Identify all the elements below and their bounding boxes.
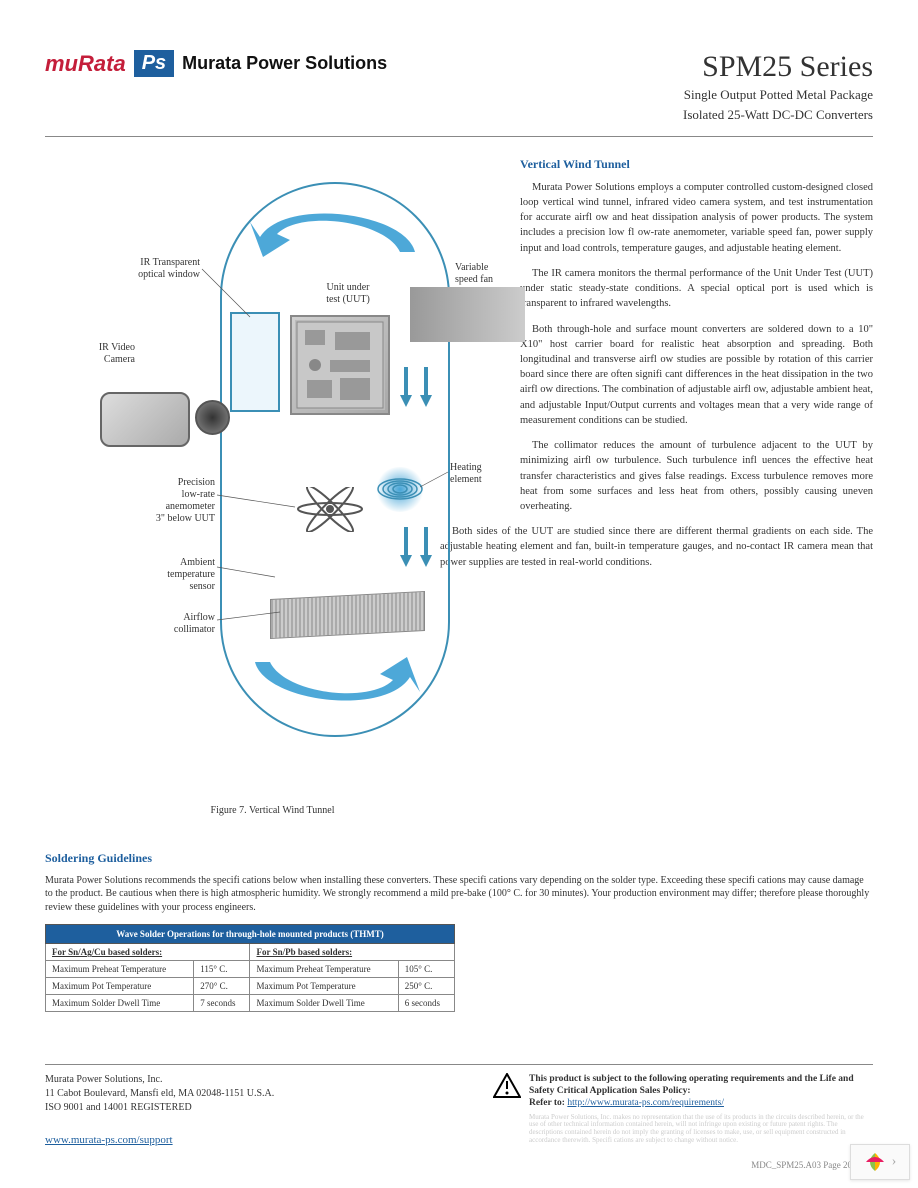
logo-ps: Ps <box>134 50 174 77</box>
optical-window <box>230 312 280 412</box>
corner-widget[interactable]: › <box>850 1144 910 1180</box>
anemometer <box>290 487 370 532</box>
arrow-down-icon <box>420 367 432 407</box>
page-footer: Murata Power Solutions, Inc. 11 Cabot Bo… <box>45 1064 873 1148</box>
label-ambient: Ambienttemperaturesensor <box>130 557 215 593</box>
label-uut: Unit undertest (UUT) <box>308 282 388 306</box>
ir-camera <box>100 382 215 457</box>
table-row: Maximum Preheat Temperature 115° C. Maxi… <box>46 961 455 978</box>
solder-table: Wave Solder Operations for through-hole … <box>45 924 455 1012</box>
main-content: IR Transparentoptical window IR VideoCam… <box>45 157 873 816</box>
footer-support-link[interactable]: www.murata-ps.com/support <box>45 1133 173 1148</box>
paragraph: The collimator reduces the amount of tur… <box>520 438 873 514</box>
footer-fine-print: Murata Power Solutions, Inc. makes no re… <box>529 1114 873 1145</box>
figure-caption: Figure 7. Vertical Wind Tunnel <box>45 805 500 816</box>
airflow-arrow-bottom <box>245 652 425 722</box>
logo-text: Murata Power Solutions <box>182 53 387 74</box>
header-rule <box>45 136 873 137</box>
footer-iso: ISO 9001 and 14001 REGISTERED <box>45 1101 274 1115</box>
soldering-heading: Soldering Guidelines <box>45 851 873 866</box>
label-collimator: Airflowcollimator <box>145 612 215 636</box>
logo-murata: muRata <box>45 51 126 77</box>
table-header: Wave Solder Operations for through-hole … <box>46 925 455 944</box>
text-column: Vertical Wind Tunnel Murata Power Soluti… <box>520 157 873 816</box>
series-subtitle-1: Single Output Potted Metal Package <box>683 87 873 104</box>
logo-block: muRata Ps Murata Power Solutions <box>45 50 387 77</box>
warning-icon <box>493 1073 521 1101</box>
footer-address: 11 Cabot Boulevard, Mansfi eld, MA 02048… <box>45 1087 274 1101</box>
title-block: SPM25 Series Single Output Potted Metal … <box>683 50 873 124</box>
paragraph: Murata Power Solutions employs a compute… <box>520 180 873 256</box>
heating-element <box>375 467 425 512</box>
label-heating: Heatingelement <box>450 462 510 486</box>
table-row: Maximum Pot Temperature 270° C. Maximum … <box>46 978 455 995</box>
footer-warning-text: This product is subject to the following… <box>529 1073 873 1145</box>
leaf-icon <box>864 1151 886 1173</box>
collimator <box>270 591 425 639</box>
table-subheader: For Sn/Ag/Cu based solders: <box>46 944 250 961</box>
label-ir-camera: IR VideoCamera <box>80 342 135 366</box>
footer-rule <box>45 1064 873 1065</box>
footer-left: Murata Power Solutions, Inc. 11 Cabot Bo… <box>45 1073 274 1148</box>
chevron-right-icon: › <box>892 1154 897 1170</box>
arrow-down-icon <box>400 367 412 407</box>
uut-pcb <box>295 320 385 410</box>
footer-company: Murata Power Solutions, Inc. <box>45 1073 274 1087</box>
label-fan: Variablespeed fan <box>455 262 515 286</box>
series-subtitle-2: Isolated 25-Watt DC-DC Converters <box>683 107 873 124</box>
paragraph: The IR camera monitors the thermal perfo… <box>520 266 873 312</box>
soldering-section: Soldering Guidelines Murata Power Soluti… <box>45 851 873 1013</box>
section-heading: Vertical Wind Tunnel <box>520 157 873 172</box>
paragraph: Both sides of the UUT are studied since … <box>440 524 873 570</box>
arrow-down-icon <box>400 527 412 567</box>
wind-tunnel-diagram: IR Transparentoptical window IR VideoCam… <box>45 157 500 797</box>
arrow-down-icon <box>420 527 432 567</box>
series-title: SPM25 Series <box>683 50 873 84</box>
footer-requirements-link[interactable]: http://www.murata-ps.com/requirements/ <box>567 1098 724 1108</box>
soldering-paragraph: Murata Power Solutions recommends the sp… <box>45 874 873 915</box>
label-ir-window: IR Transparentoptical window <box>100 257 200 281</box>
footer-right: This product is subject to the following… <box>493 1073 873 1145</box>
fan-box <box>410 287 525 342</box>
paragraph: Both through-hole and surface mount conv… <box>520 322 873 429</box>
label-anemometer: Precisionlow-rateanemometer3" below UUT <box>130 477 215 525</box>
diagram-column: IR Transparentoptical window IR VideoCam… <box>45 157 500 816</box>
airflow-arrow-top <box>245 192 425 262</box>
table-row: Maximum Solder Dwell Time 7 seconds Maxi… <box>46 995 455 1012</box>
table-subheader: For Sn/Pb based solders: <box>250 944 455 961</box>
page-header: muRata Ps Murata Power Solutions SPM25 S… <box>45 50 873 124</box>
